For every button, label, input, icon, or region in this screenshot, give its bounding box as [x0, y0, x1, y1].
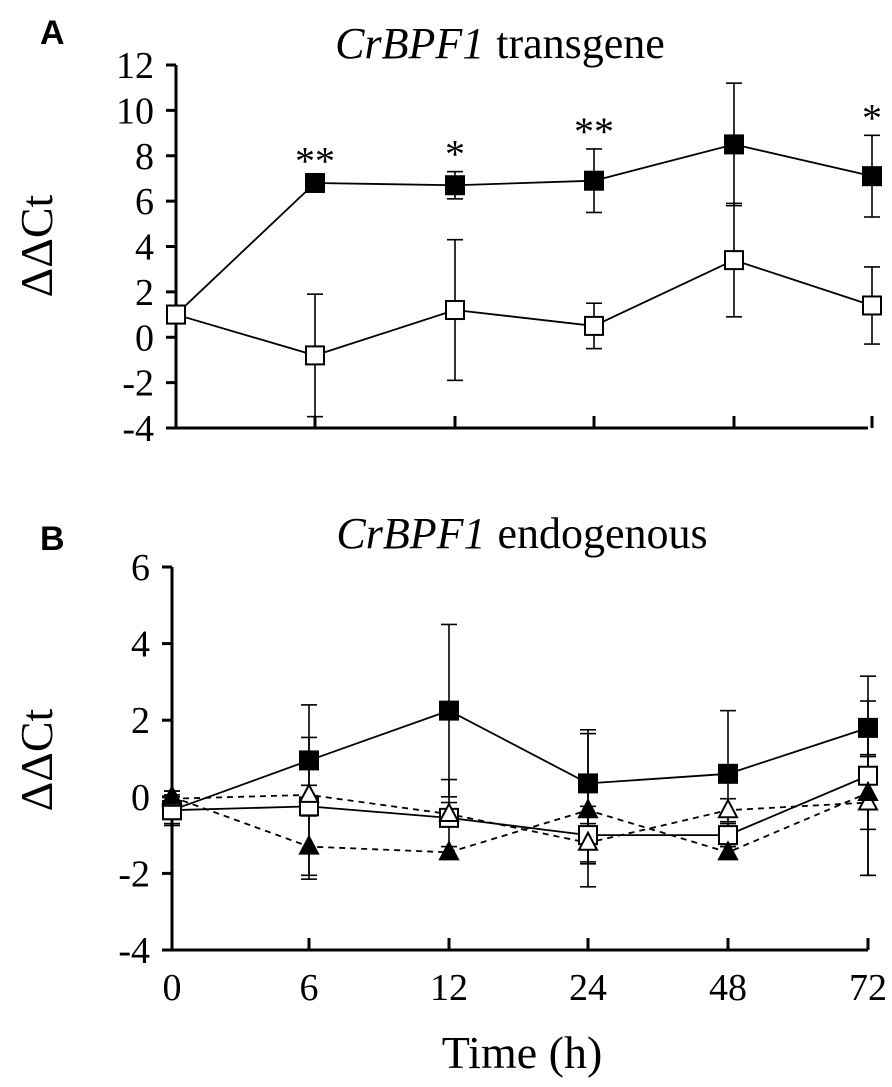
panel-a-significance-label: **: [574, 109, 614, 154]
panel-b-series-open-triangle-point: [298, 782, 320, 803]
panel-a-significance-label: *: [862, 95, 882, 140]
panel-a-y-tick-label: 0: [135, 317, 154, 359]
panel-b-series-filled-triangle-point: [161, 784, 183, 805]
panel-a-series-open-square-point: [305, 345, 325, 366]
panel-b-x-tick-label: 6: [300, 967, 319, 1009]
panel-b-xlabel: Time (h): [442, 1027, 603, 1078]
panel-b-series-filled-square-point: [439, 700, 459, 721]
panel-a-significance-label: **: [295, 138, 335, 183]
panel-b-y-tick-label: 0: [131, 777, 150, 819]
panel-b-title: CrBPF1 endogenous: [336, 509, 707, 558]
panel-b-series-open-triangle-point: [577, 830, 599, 851]
panel-a-series-open-square-point: [724, 250, 744, 271]
panel-a-y-tick-label: 12: [116, 45, 154, 87]
panel-a-series-open-square-point: [445, 300, 465, 321]
panel-b-series-filled-triangle-point: [857, 780, 879, 801]
panel-b-x-tick-label: 24: [569, 967, 607, 1009]
panel-b-series-filled-triangle-point: [577, 798, 599, 819]
panel-a-series-open-square-line: [175, 259, 873, 357]
panel-a-series-filled-square-line: [175, 143, 873, 316]
panel-b-y-tick-label: -4: [118, 930, 150, 972]
panel-a-series-filled-square-point: [862, 166, 882, 187]
panel-a-series-open-square-point: [584, 315, 604, 336]
panel-b-letter: B: [40, 520, 65, 558]
panel-b-series-filled-square-point: [858, 717, 878, 738]
panel-a-title-gene: CrBPF1: [335, 19, 484, 68]
panel-b-plot: 6 4 2 0 -2 -4 0 6 12 24 48 72: [118, 547, 887, 1009]
panel-b-series-open-square-line: [171, 774, 869, 836]
panel-b-series-open-triangle-point: [717, 798, 739, 819]
panel-a-letter: A: [40, 14, 65, 52]
panel-b-series-open-triangle-point: [857, 790, 879, 811]
panel-b-y-tick-label: -2: [118, 853, 150, 895]
panel-a-title-suffix: transgene: [496, 19, 665, 68]
panel-b-x-tick-label: 48: [709, 967, 747, 1009]
panel-b-series-filled-triangle-line: [171, 792, 869, 854]
panel-a-series-open-square-point: [862, 295, 882, 316]
panel-a-y-tick-label: 4: [135, 227, 154, 269]
panel-a-y-tick-label: 2: [135, 272, 154, 314]
panel-b-x-tick-label: 72: [849, 967, 887, 1009]
panel-b-title-suffix: endogenous: [497, 509, 707, 558]
panel-a-y-tick-label: 6: [135, 181, 154, 223]
panel-a-y-tick-label: -4: [122, 408, 154, 450]
panel-a-series-filled-square-point: [445, 175, 465, 196]
panel-b-y-tick-label: 6: [131, 547, 150, 589]
panel-a-series-filled-square-point: [584, 170, 604, 191]
panel-b-series-filled-square-point: [578, 773, 598, 794]
panel-b-series-filled-square-point: [299, 750, 319, 771]
panel-b-series-filled-square-line: [171, 709, 869, 812]
panel-b-x-tick-label: 12: [430, 967, 468, 1009]
panel-a-title: CrBPF1 transgene: [335, 19, 665, 68]
panel-b-y-tick-label: 4: [131, 624, 150, 666]
panel-a-series-filled-square-point: [724, 134, 744, 155]
panel-a-series-open-square-point: [166, 304, 186, 325]
panel-a-series-filled-square-point: [305, 172, 325, 193]
panel-b-x-tick-label: 0: [163, 967, 182, 1009]
panel-b-series-open-triangle-line: [171, 793, 869, 844]
panel-b-series-open-triangle-point: [438, 801, 460, 823]
panel-b-title-gene: CrBPF1: [336, 509, 485, 558]
panel-a-ylabel: ΔΔCt: [11, 194, 62, 297]
panel-a-y-tick-label: 10: [116, 90, 154, 132]
panel-b-ylabel: ΔΔCt: [11, 708, 62, 811]
panel-b-y-tick-label: 2: [131, 700, 150, 742]
panel-a-significance-label: *: [445, 132, 465, 177]
panel-b-series-filled-square-point: [718, 763, 738, 784]
panel-a-y-tick-label: -2: [122, 363, 154, 405]
panel-b-series-filled-triangle-point: [438, 840, 460, 861]
panel-b-series-filled-triangle-point: [717, 840, 739, 861]
panel-b-series-filled-triangle-point: [298, 834, 320, 855]
panel-a-y-tick-label: 8: [135, 136, 154, 178]
